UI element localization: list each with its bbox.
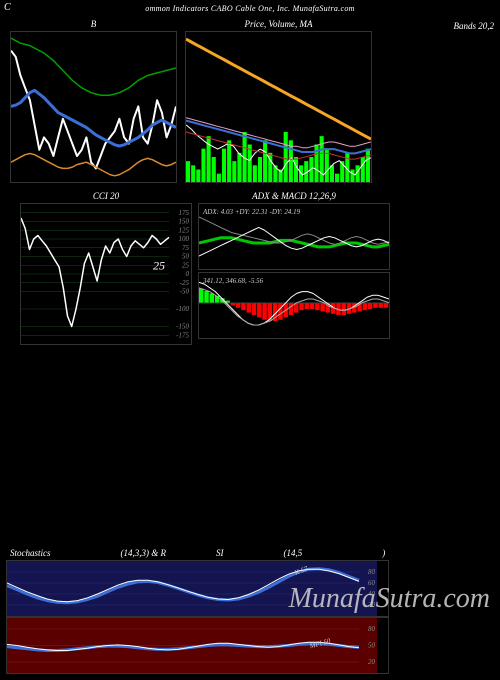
chart-row-3: Stochastics (14,3,3) & R SI (14,5 ) 80 60… (6, 546, 389, 674)
stochastics-title-row: Stochastics (14,3,3) & R SI (14,5 ) (6, 546, 389, 560)
svg-text:75: 75 (182, 244, 190, 252)
chart-row-1: B Price, Volume, MA Bands 20,2 (0, 17, 500, 183)
svg-text:25: 25 (153, 258, 165, 272)
svg-text:25: 25 (182, 261, 190, 269)
svg-text:60: 60 (368, 579, 376, 587)
si-paren: ) (382, 548, 385, 558)
chart-adx: ADX: 4.03 +DY: 22.31 -DY: 24.19 (198, 203, 390, 270)
header-title: ommon Indicators CABO Cable One, Inc. Mu… (145, 4, 354, 13)
svg-text:-100: -100 (176, 305, 189, 313)
svg-text:50: 50 (368, 642, 376, 650)
svg-text:150: 150 (179, 218, 190, 226)
svg-text:341.12, 346.68, -5.56: 341.12, 346.68, -5.56 (202, 277, 264, 285)
svg-text:20: 20 (368, 601, 376, 609)
panel-adx-macd-title: ADX & MACD 12,26,9 (198, 189, 390, 203)
svg-text:80: 80 (368, 568, 376, 576)
chart-row-2: CCI 20 1751501251007550250-25-50-100-150… (0, 189, 500, 345)
svg-text:125: 125 (179, 226, 190, 234)
page-header: C ommon Indicators CABO Cable One, Inc. … (0, 0, 500, 15)
chart-price (185, 31, 372, 183)
svg-text:-25: -25 (180, 279, 190, 287)
chart-bollinger (10, 31, 177, 183)
si-params: (14,5 (284, 548, 303, 558)
svg-text:ADX: 4.03 +DY: 22.31 -DY: 24.1: ADX: 4.03 +DY: 22.31 -DY: 24.19 (202, 208, 301, 216)
svg-text:-50: -50 (180, 288, 190, 296)
bands-label: Bands 20,2 (372, 19, 494, 33)
svg-text:80: 80 (368, 625, 376, 633)
chart-mfi: 805020MFI 50 (6, 617, 389, 674)
si-label: SI (216, 548, 224, 558)
stoch-label: Stochastics (10, 548, 51, 558)
panel-price-title: Price, Volume, MA (185, 17, 372, 31)
chart-stochastics: 80604020K 57 (6, 560, 389, 617)
svg-text:50: 50 (182, 253, 190, 261)
panel-bollinger: B (10, 17, 177, 183)
svg-text:100: 100 (179, 235, 190, 243)
svg-text:-175: -175 (176, 331, 189, 339)
panel-bollinger-title: B (10, 17, 177, 31)
panel-adx-macd: ADX & MACD 12,26,9 ADX: 4.03 +DY: 22.31 … (198, 189, 390, 345)
panel-cci-title: CCI 20 (20, 189, 192, 203)
stoch-params: (14,3,3) & R (121, 548, 167, 558)
panel-price: Price, Volume, MA (185, 17, 372, 183)
svg-text:40: 40 (368, 590, 376, 598)
chart-cci: 1751501251007550250-25-50-100-150-17525 (20, 203, 192, 345)
svg-text:0: 0 (186, 270, 190, 278)
svg-text:20: 20 (368, 658, 376, 666)
svg-text:175: 175 (179, 209, 190, 217)
chart-macd: 341.12, 346.68, -5.56 (198, 272, 390, 339)
panel-cci: CCI 20 1751501251007550250-25-50-100-150… (20, 189, 192, 345)
svg-text:-150: -150 (176, 323, 189, 331)
header-prefix: C (4, 2, 11, 13)
